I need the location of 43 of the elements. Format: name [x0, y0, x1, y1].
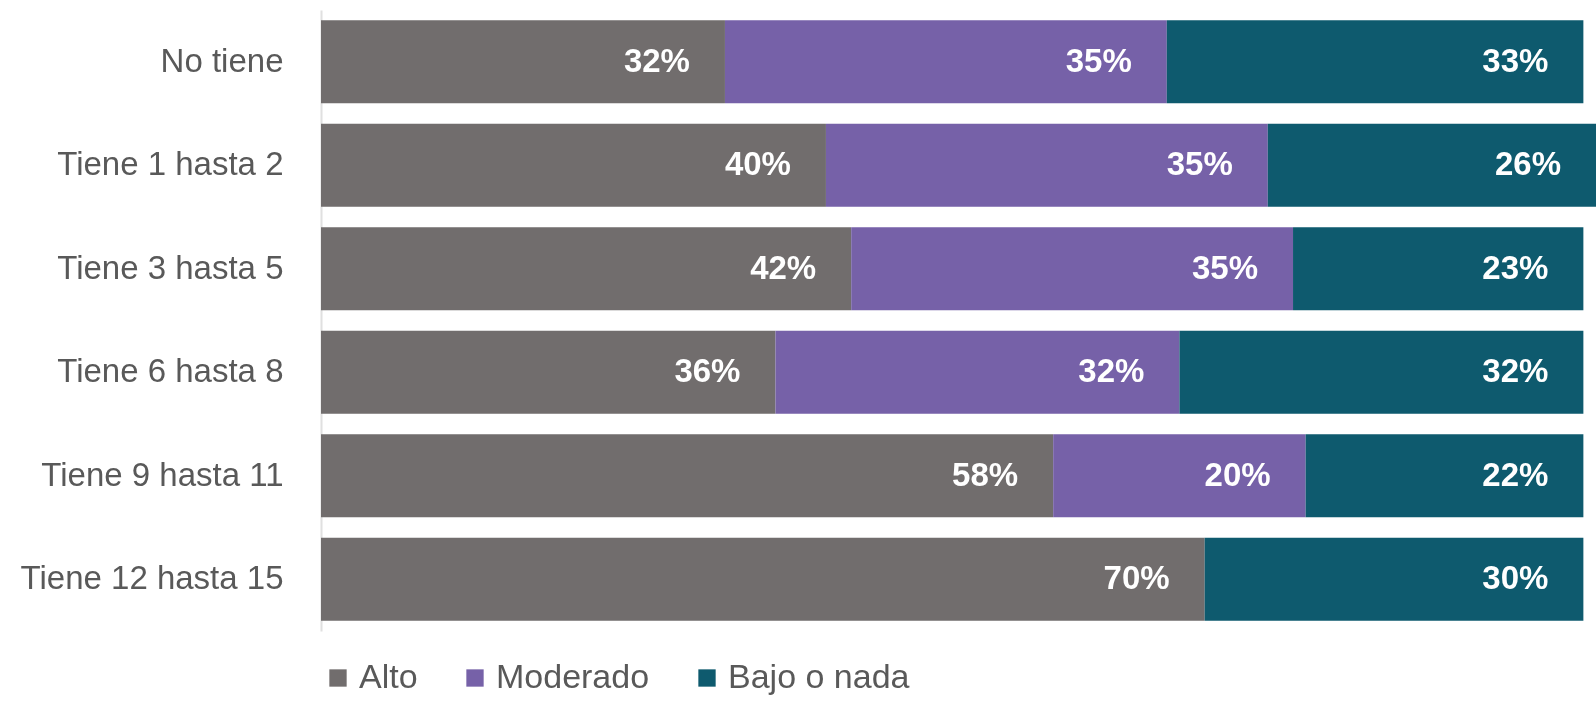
bar: [321, 537, 1205, 621]
y-tick-label: Tiene 9 hasta 11: [41, 455, 284, 493]
legend-label: Moderado: [496, 657, 650, 695]
data-label: 33%: [1482, 41, 1549, 79]
data-label: 26%: [1494, 145, 1561, 183]
data-label: 35%: [1166, 145, 1233, 183]
bar: [1305, 434, 1584, 518]
data-label: 32%: [1482, 352, 1549, 390]
bar: [1166, 20, 1584, 104]
bar: [1267, 123, 1596, 207]
bar: [1179, 330, 1584, 414]
data-label: 35%: [1065, 41, 1132, 79]
bar: [724, 20, 1167, 104]
data-label: 58%: [952, 455, 1019, 493]
data-label: 32%: [1078, 352, 1145, 390]
y-tick-label: Tiene 3 hasta 5: [57, 248, 284, 286]
bar: [1204, 537, 1584, 621]
bar: [775, 330, 1180, 414]
bar: [1293, 227, 1584, 311]
data-label: 40%: [724, 145, 791, 183]
y-tick-label: No tiene: [160, 41, 284, 79]
bar: [321, 123, 826, 207]
bar: [825, 123, 1268, 207]
bar: [321, 227, 852, 311]
legend-label: Alto: [359, 657, 418, 695]
bar: [321, 330, 776, 414]
data-label: 36%: [674, 352, 741, 390]
data-label: 35%: [1191, 248, 1259, 286]
data-label: 23%: [1482, 248, 1549, 286]
bar: [321, 20, 725, 104]
data-label: 42%: [750, 248, 817, 286]
bar: [1053, 434, 1306, 518]
y-tick-label: Tiene 6 hasta 8: [57, 352, 284, 390]
data-label: 22%: [1482, 455, 1549, 493]
data-label: 20%: [1204, 455, 1271, 493]
bar: [851, 227, 1294, 311]
legend-label: Bajo o nada: [728, 657, 910, 695]
y-tick-label: Tiene 1 hasta 2: [57, 145, 284, 183]
data-label: 30%: [1482, 559, 1549, 597]
bar: [321, 434, 1054, 518]
data-label: 32%: [623, 41, 690, 79]
y-tick-label: Tiene 12 hasta 15: [20, 559, 284, 597]
data-label: 70%: [1103, 559, 1170, 597]
